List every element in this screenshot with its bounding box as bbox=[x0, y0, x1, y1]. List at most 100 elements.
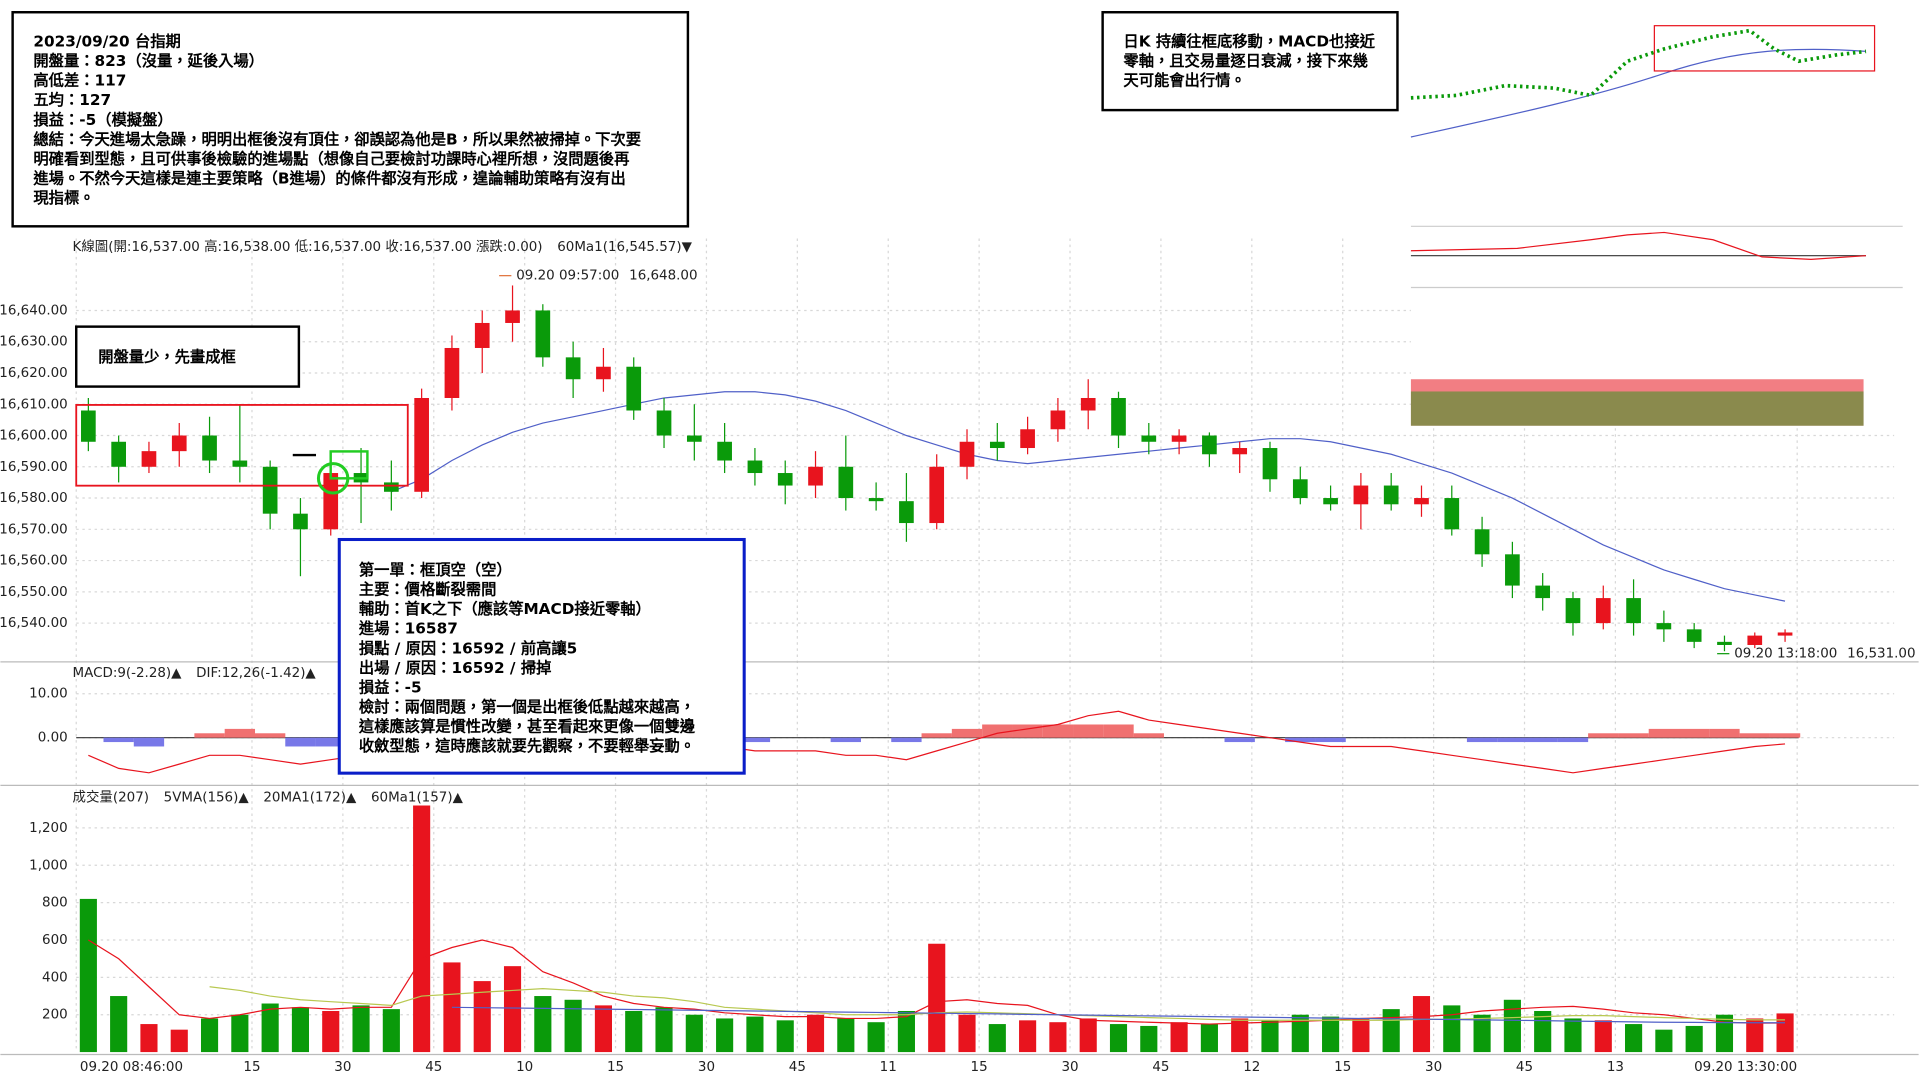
volume-bar bbox=[1746, 1018, 1764, 1053]
volume-bar bbox=[261, 1003, 279, 1053]
candle-body bbox=[1383, 485, 1399, 505]
note-line: 天可能會出行情。 bbox=[1123, 72, 1245, 90]
volume-bar bbox=[503, 966, 522, 1053]
candle-body bbox=[81, 410, 96, 442]
inset-ma bbox=[1410, 48, 1867, 138]
y-tick-label: 16,620.00 bbox=[0, 366, 68, 381]
y-tick-label: 1,200 bbox=[29, 821, 67, 836]
volume-bar bbox=[1594, 1020, 1612, 1053]
candle-body bbox=[565, 357, 581, 380]
series-line bbox=[88, 939, 1786, 1025]
candle-body bbox=[1202, 435, 1217, 455]
daily-box bbox=[1101, 11, 1399, 112]
y-tick-label: 0.00 bbox=[38, 731, 68, 746]
note-line: 損點 / 原因：16592 / 前高讓5 bbox=[359, 639, 578, 657]
candle-body bbox=[444, 347, 460, 398]
y-tick-label: 200 bbox=[42, 1008, 68, 1023]
candle-body bbox=[1262, 448, 1278, 480]
volume-bar bbox=[776, 1020, 794, 1053]
annotation-label: 09.20 09:57:00 bbox=[516, 269, 619, 284]
volume-bar bbox=[1503, 999, 1521, 1053]
candle-body bbox=[777, 473, 793, 486]
note-line: 進場：16587 bbox=[358, 620, 458, 638]
x-tick-label: 15 bbox=[243, 1060, 260, 1075]
volume-bar bbox=[382, 1009, 400, 1053]
annotation-label: 09.20 13:18:00 bbox=[1734, 647, 1837, 662]
x-tick-label: 30 bbox=[1061, 1060, 1078, 1075]
note-line: 第一單：框頂空（空） bbox=[359, 561, 512, 579]
candle-body bbox=[535, 310, 551, 358]
histogram-bar bbox=[982, 724, 1013, 738]
x-tick-label: 12 bbox=[1243, 1060, 1260, 1075]
inset-chart bbox=[1410, 0, 1919, 429]
histogram-bar bbox=[103, 737, 134, 743]
histogram-bar bbox=[1285, 737, 1316, 743]
volume-bar bbox=[1200, 1024, 1218, 1053]
x-tick-label: 45 bbox=[425, 1060, 442, 1075]
histogram-bar bbox=[1769, 733, 1801, 738]
volume-bar bbox=[110, 996, 128, 1053]
note-line: 五均：127 bbox=[33, 91, 111, 109]
candle-body bbox=[899, 501, 914, 524]
volume-bar bbox=[200, 1018, 219, 1053]
candle-body bbox=[838, 466, 854, 499]
x-tick-label: 30 bbox=[698, 1060, 715, 1075]
volume-bar bbox=[1170, 1022, 1188, 1053]
box-note-frame bbox=[75, 325, 301, 388]
histogram-bar bbox=[285, 737, 316, 747]
candle-body bbox=[232, 460, 248, 467]
inset-box bbox=[1653, 25, 1876, 72]
x-tick-label: 13 bbox=[1607, 1060, 1624, 1075]
volume-bar bbox=[655, 1007, 673, 1053]
candle-body bbox=[1626, 598, 1641, 624]
note-line: 明確看到型態，且可供事後檢驗的進場點（想像自己要檢討功課時心裡所想，沒問題後再 bbox=[33, 150, 629, 168]
candle-body bbox=[626, 366, 642, 411]
x-tick-label: 09.20 13:30:00 bbox=[1694, 1060, 1797, 1075]
daily-note: 日K 持續往框底移動，MACD也接近零軸，且交易量逐日衰減，接下來幾天可能會出行… bbox=[1122, 32, 1375, 89]
candle-body bbox=[1505, 554, 1520, 586]
histogram-bar bbox=[1133, 733, 1164, 738]
x-tick-label: 45 bbox=[1516, 1060, 1533, 1075]
box-note: 開盤量少，先畫成框 bbox=[98, 348, 236, 366]
volume-bar bbox=[322, 1010, 340, 1053]
x-tick-label: 30 bbox=[334, 1060, 351, 1075]
volume-bar bbox=[746, 1016, 764, 1053]
note-line: 進場。不然今天這樣是連主要策略（B進場）的條件都沒有形成，遑論輔助策略有沒有出 bbox=[32, 170, 625, 188]
volume-bar bbox=[988, 1024, 1006, 1053]
inset-background bbox=[1410, 0, 1919, 429]
annotation-value: 16,531.00 bbox=[1847, 647, 1915, 662]
histogram-bar bbox=[133, 737, 165, 747]
histogram-bar bbox=[1709, 728, 1740, 738]
x-tick-label: 45 bbox=[789, 1060, 806, 1075]
candle-body bbox=[384, 482, 399, 492]
volume-bar bbox=[1140, 1025, 1158, 1053]
marks-layer bbox=[79, 275, 1801, 1053]
note-line: 主要：價格斷裂需間 bbox=[359, 581, 497, 599]
volume-bar bbox=[413, 805, 431, 1053]
candle-body bbox=[141, 451, 157, 467]
candle-body bbox=[1141, 435, 1157, 442]
histogram-bar bbox=[1466, 737, 1498, 743]
volume-bar bbox=[685, 1014, 703, 1053]
histogram-bar bbox=[739, 737, 771, 743]
candle-body bbox=[323, 473, 339, 530]
y-tick-label: 400 bbox=[42, 970, 68, 985]
volume-bar bbox=[1382, 1009, 1400, 1053]
candle-body bbox=[808, 466, 823, 486]
y-tick-label: 16,640.00 bbox=[0, 303, 68, 318]
volume-bar bbox=[1776, 1013, 1794, 1053]
candle-body bbox=[686, 435, 702, 442]
inset-volume bbox=[1410, 391, 1864, 426]
candle-body bbox=[1414, 498, 1429, 505]
volume-bar bbox=[1685, 1025, 1703, 1053]
note-line: 開盤量：823（沒量，延後入場） bbox=[33, 52, 264, 70]
histogram-bar bbox=[1557, 737, 1589, 743]
histogram-bar bbox=[1073, 724, 1104, 738]
histogram-bar bbox=[921, 733, 952, 738]
y-tick-label: 16,550.00 bbox=[0, 585, 68, 600]
x-tick-label: 11 bbox=[880, 1060, 897, 1075]
histogram-bar bbox=[1588, 733, 1619, 738]
